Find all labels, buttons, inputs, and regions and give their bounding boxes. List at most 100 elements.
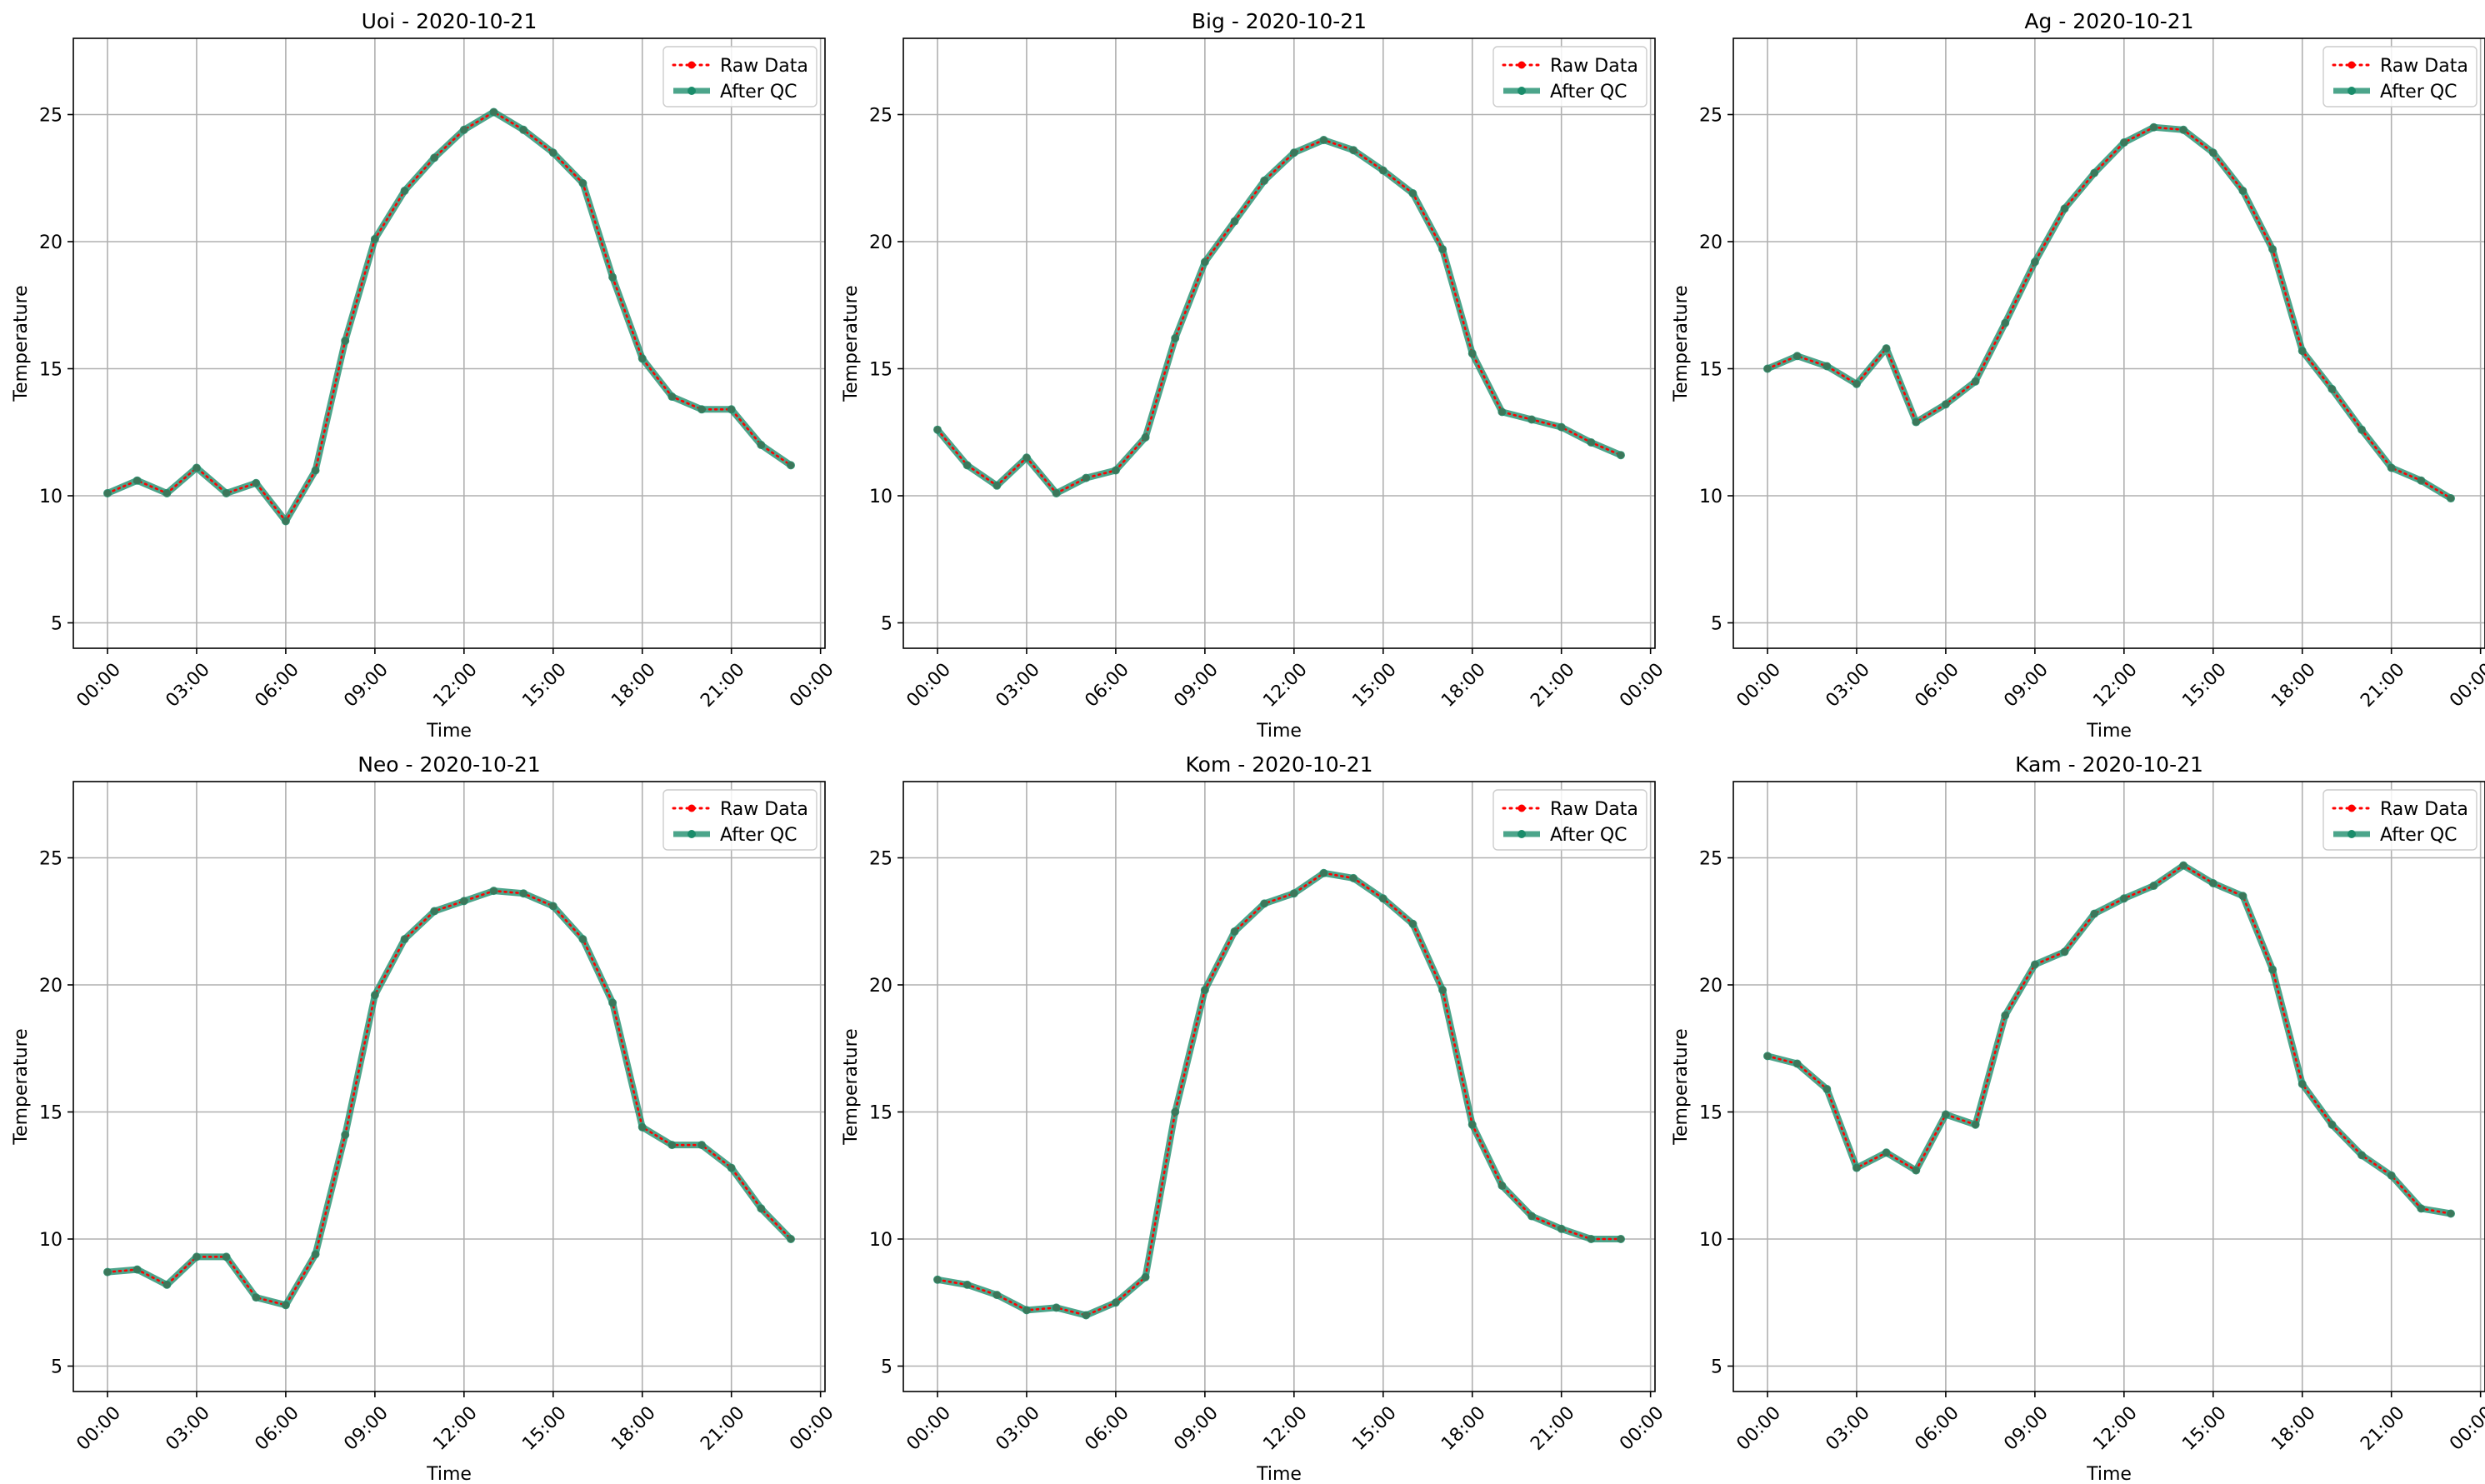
x-tick-label: 00:00	[902, 1402, 955, 1455]
after-qc-point	[1468, 349, 1477, 358]
y-tick-label: 10	[869, 1230, 892, 1251]
after-qc-point	[1111, 466, 1120, 475]
after-qc-point	[1319, 868, 1328, 877]
after-qc-point	[992, 1291, 1002, 1300]
legend-raw-marker	[2348, 61, 2356, 69]
after-qc-point	[1082, 473, 1091, 482]
y-tick-label: 25	[39, 849, 62, 870]
y-tick-label: 25	[1699, 106, 1722, 127]
after-qc-point	[608, 998, 618, 1007]
x-tick-label: 21:00	[1527, 1402, 1579, 1455]
after-qc-line	[934, 137, 1624, 497]
x-tick-label: 06:00	[1081, 1402, 1133, 1455]
x-tick-label: 12:00	[429, 659, 482, 712]
legend-label-qc: After QC	[1550, 825, 1628, 846]
after-qc-point	[192, 1252, 201, 1262]
y-tick-label: 10	[869, 487, 892, 507]
after-qc-point	[1557, 422, 1566, 432]
y-tick-label: 10	[1699, 487, 1722, 507]
after-qc-point	[311, 1250, 320, 1259]
legend-raw-marker	[1518, 804, 1526, 812]
after-qc-point	[933, 425, 942, 434]
legend-raw-marker	[688, 61, 696, 69]
after-qc-point	[1378, 166, 1388, 175]
after-qc-point	[2238, 187, 2248, 195]
legend-label-raw: Raw Data	[720, 56, 808, 77]
after-qc-point	[638, 354, 647, 363]
legend: Raw Data After QC	[1492, 46, 1648, 107]
after-qc-point	[1141, 1272, 1150, 1282]
legend: Raw Data After QC	[662, 789, 818, 851]
x-tick-label: 12:00	[2089, 659, 2142, 712]
after-qc-point	[2001, 1011, 2010, 1020]
after-qc-point	[727, 405, 736, 414]
plot-area-frame	[1732, 37, 2485, 649]
after-qc-point	[489, 107, 498, 117]
legend-qc-marker	[2348, 830, 2356, 838]
after-qc-point	[1438, 245, 1448, 254]
x-tick-label: 21:00	[2357, 659, 2409, 712]
x-tick-label: 00:00	[1732, 659, 1785, 712]
x-tick-label: 09:00	[2000, 659, 2052, 712]
after-qc-point	[1349, 873, 1358, 882]
after-qc-point	[1408, 919, 1418, 928]
after-qc-point	[519, 125, 528, 134]
y-axis-label: Temperature	[11, 1028, 32, 1145]
after-qc-point	[757, 441, 766, 449]
x-tick-label: 21:00	[2357, 1402, 2409, 1455]
legend-label-raw: Raw Data	[2380, 799, 2468, 820]
after-qc-point	[2387, 463, 2396, 472]
x-tick-label: 00:00	[72, 659, 125, 712]
after-qc-point	[1052, 488, 1061, 497]
after-qc-point	[1378, 894, 1388, 903]
after-qc-point	[2387, 1171, 2396, 1180]
chart-panel: 00:00 03:00 06:00 09:00 12:00 15:00 18:00 21:00…	[1671, 9, 2485, 742]
x-tick-label: 00:00	[786, 659, 838, 712]
after-qc-point	[1763, 364, 1772, 373]
after-qc-point	[2119, 894, 2128, 903]
after-qc-point	[578, 935, 588, 944]
after-qc-point	[1912, 1166, 1921, 1175]
after-qc-point	[1171, 333, 1180, 342]
after-qc-point	[2179, 861, 2188, 870]
x-tick-label: 21:00	[697, 1402, 749, 1455]
after-qc-point	[2060, 204, 2069, 213]
x-tick-label: 03:00	[162, 1402, 214, 1455]
legend: Raw Data After QC	[662, 46, 818, 107]
after-qc-point	[1468, 1120, 1477, 1129]
after-qc-point	[222, 1252, 231, 1262]
x-tick-label: 15:00	[2178, 1402, 2231, 1455]
after-qc-point	[103, 488, 112, 497]
after-qc-point	[2417, 476, 2426, 485]
legend-raw-marker	[1518, 61, 1526, 69]
after-qc-point	[698, 405, 707, 414]
after-qc-point	[252, 478, 261, 487]
after-qc-point	[400, 935, 409, 944]
plot-area-frame	[72, 37, 826, 649]
x-tick-label: 09:00	[1170, 1402, 1222, 1455]
legend-qc-marker	[2348, 87, 2356, 95]
chart-panel: 00:00 03:00 06:00 09:00 12:00 15:00 18:00 21:00…	[11, 752, 838, 1484]
after-qc-point	[1587, 1235, 1596, 1243]
chart-panel: 00:00 03:00 06:00 09:00 12:00 15:00 18:00 21:00…	[11, 9, 838, 742]
x-tick-label: 00:00	[1616, 1402, 1668, 1455]
after-qc-point	[1587, 437, 1596, 447]
after-qc-point	[933, 1275, 942, 1284]
x-tick-label: 03:00	[162, 659, 214, 712]
y-axis-label: Temperature	[1671, 285, 1692, 402]
after-qc-line	[104, 887, 794, 1309]
after-qc-point	[1052, 1303, 1061, 1312]
after-qc-point	[459, 897, 468, 906]
legend-qc-marker	[688, 830, 696, 838]
after-qc-point	[1822, 362, 1832, 371]
y-tick-label: 25	[869, 849, 892, 870]
after-qc-point	[2328, 1120, 2337, 1129]
after-qc-point	[370, 991, 379, 1000]
y-tick-label: 20	[1699, 232, 1722, 253]
y-tick-label: 15	[869, 1103, 892, 1124]
after-qc-point	[2030, 257, 2039, 267]
legend-raw-marker	[688, 804, 696, 812]
after-qc-point	[2149, 122, 2158, 132]
chart-panel: 00:00 03:00 06:00 09:00 12:00 15:00 18:00 21:00…	[841, 752, 1668, 1484]
x-axis-label: Time	[1256, 721, 1302, 742]
